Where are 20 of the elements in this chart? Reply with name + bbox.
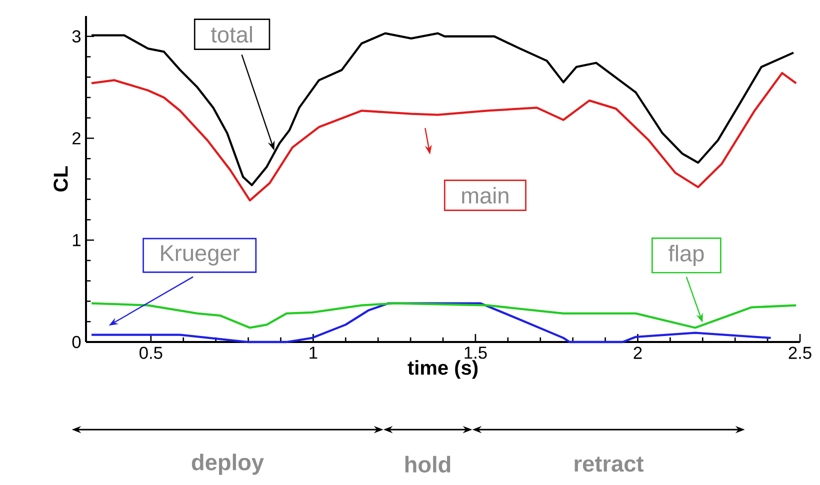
text: flap [668, 244, 704, 266]
x-tick-label: 2.5 [788, 346, 812, 359]
x-tick-label: 2 [634, 346, 642, 359]
line-series [90, 302, 798, 329]
text: Krueger [161, 245, 240, 266]
y-tick-label: 3 [72, 30, 81, 43]
line-series [90, 302, 772, 344]
y-axis-title: CL [54, 166, 68, 192]
text: hold [405, 456, 450, 473]
series-label: total [210, 26, 252, 43]
x-tick-label: 1.5 [464, 346, 487, 359]
x-tick-label: 0.5 [140, 346, 162, 359]
y-tick-label: 2 [72, 132, 80, 144]
text: deploy [192, 454, 264, 475]
y-tick-label: 1 [72, 234, 80, 246]
text: retract [574, 456, 644, 472]
x-axis-title: time (s) [408, 360, 478, 379]
x-tick-label: 1 [310, 346, 318, 359]
text: main [462, 186, 508, 204]
y-tick-label: 0 [72, 336, 81, 348]
